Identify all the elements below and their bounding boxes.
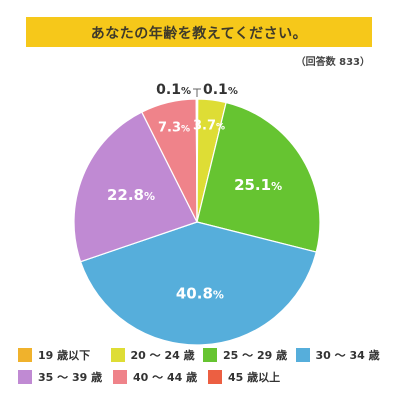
slice-value-label: 25.1% <box>234 176 282 194</box>
legend-item: 40 ～ 44 歳 <box>113 369 208 385</box>
legend-label: 20 ～ 24 歳 <box>130 349 195 362</box>
leader-line <box>193 88 201 97</box>
legend-swatch <box>203 348 217 362</box>
respondent-count: （回答数 833） <box>295 57 370 68</box>
slice-value-label: 0.1% <box>156 82 191 98</box>
chart-title: あなたの年齢を教えてください。 <box>90 26 308 42</box>
legend-item: 35 ～ 39 歳 <box>18 369 113 385</box>
legend-swatch <box>18 348 32 362</box>
pie-slice <box>79 221 317 346</box>
legend-swatch <box>110 348 125 362</box>
legend-swatch <box>295 348 310 362</box>
title-bar: あなたの年齢を教えてください。 <box>26 17 372 47</box>
legend-item: 25 ～ 29 歳 <box>203 347 296 363</box>
slice-value-label: 40.8% <box>176 284 224 302</box>
legend-item: 20 ～ 24 歳 <box>110 347 204 363</box>
slice-value-label: 3.7% <box>193 118 225 133</box>
legend-label: 25 ～ 29 歳 <box>223 349 288 362</box>
pie-slice <box>195 98 198 223</box>
legend: 19 歳以下 20 ～ 24 歳 25 ～ 29 歳 30 ～ 34 歳 35 … <box>18 344 388 388</box>
legend-label: 45 歳以上 <box>228 371 281 384</box>
legend-item: 19 歳以下 <box>18 347 111 363</box>
legend-label: 35 ～ 39 歳 <box>38 371 103 384</box>
legend-swatch <box>18 370 32 384</box>
pie-slice <box>196 101 321 253</box>
legend-label: 40 ～ 44 歳 <box>133 371 198 384</box>
slice-value-label: 7.3% <box>158 120 190 135</box>
legend-row-1: 19 歳以下 20 ～ 24 歳 25 ～ 29 歳 30 ～ 34 歳 <box>18 344 388 366</box>
legend-label: 30 ～ 34 歳 <box>315 349 380 362</box>
slice-value-label: 22.8% <box>107 186 155 204</box>
legend-row-2: 35 ～ 39 歳 40 ～ 44 歳 45 歳以上 <box>18 366 388 388</box>
legend-label: 19 歳以下 <box>38 349 91 362</box>
legend-item: 45 歳以上 <box>208 369 303 385</box>
legend-swatch <box>208 370 222 384</box>
pie-slice <box>73 111 198 263</box>
slice-value-label: 0.1% <box>203 82 238 98</box>
legend-swatch <box>113 370 127 384</box>
legend-item: 30 ～ 34 歳 <box>295 347 389 363</box>
